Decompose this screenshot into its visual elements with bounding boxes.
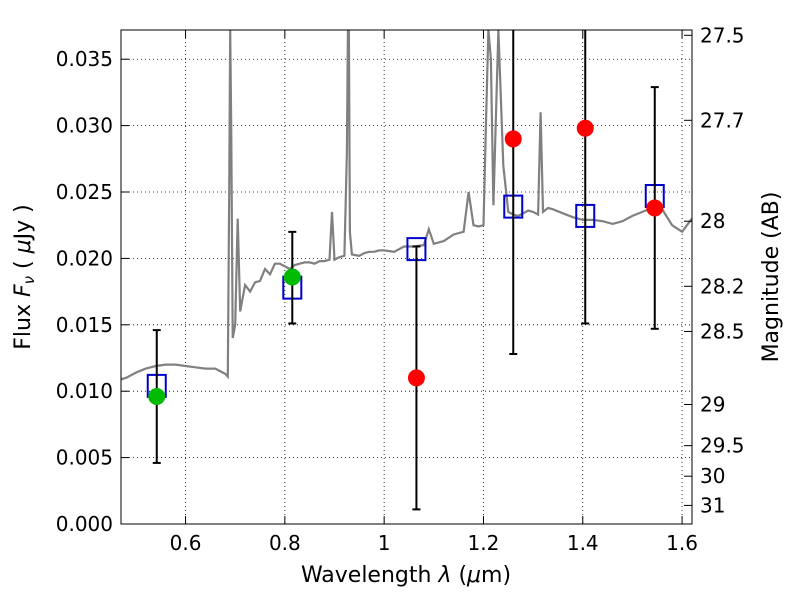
x-tick-label: 1.4 (567, 531, 599, 555)
right-tick-label: 29.5 (700, 434, 745, 458)
right-tick-label: 28 (700, 209, 725, 233)
y-tick-label: 0.010 (56, 379, 113, 403)
red-data-point (407, 369, 425, 387)
marker-layer (146, 30, 665, 511)
red-data-point (504, 130, 522, 148)
right-tick-label: 30 (700, 464, 725, 488)
right-tick-label: 29 (700, 392, 725, 416)
x-tick-label: 0.8 (269, 531, 301, 555)
detection-point (148, 388, 166, 406)
y-axis-label: Flux Fν ( μJy ) (11, 204, 38, 349)
right-tick-label: 28.2 (700, 274, 745, 298)
y-tick-label: 0.015 (56, 313, 113, 337)
y-tick-label: 0.030 (56, 114, 113, 138)
x-tick-label: 1.2 (468, 531, 500, 555)
x-tick-label: 1.6 (666, 531, 698, 555)
x-tick-label: 1 (378, 531, 391, 555)
right-tick-label: 27.5 (700, 23, 745, 47)
right-tick-label: 28.5 (700, 319, 745, 343)
y-tick-label: 0.035 (56, 47, 113, 71)
y-tick-label: 0.020 (56, 246, 113, 270)
y-tick-label: 0.025 (56, 180, 113, 204)
right-tick-label: 31 (700, 493, 725, 517)
detection-point (283, 268, 301, 286)
red-data-point (646, 199, 664, 217)
plot-area (121, 30, 692, 511)
spectrum-line (121, 30, 692, 381)
red-data-point (576, 119, 594, 137)
grid-layer (121, 30, 692, 525)
x-tick-label: 0.6 (170, 531, 202, 555)
right-tick-label: 27.7 (700, 108, 745, 132)
y-tick-label: 0.000 (56, 512, 113, 536)
plot-frame (120, 29, 693, 525)
tick-layer: 0.6 0.8 1 1.2 1.4 1.6 0.000 0.005 0.010 0.015 0.02… (56, 23, 745, 555)
right-axis-label: Magnitude (AB) (759, 192, 784, 363)
y-tick-label: 0.005 (56, 446, 113, 470)
x-axis-label: Wavelength λ (μm) (301, 563, 511, 588)
